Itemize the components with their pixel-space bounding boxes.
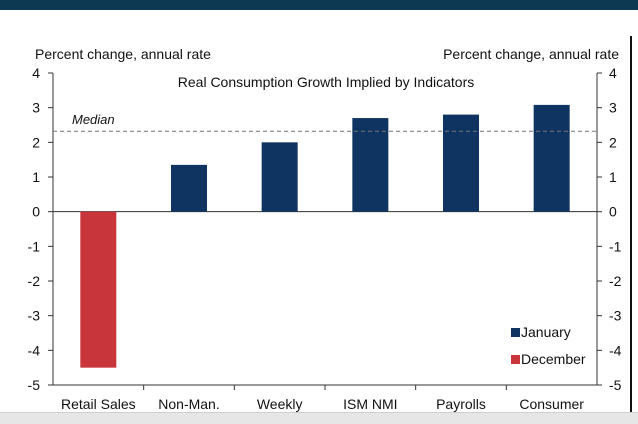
consumption-bar-chart: Percent change, annual rate Percent chan…: [28, 46, 622, 412]
bar-december: [80, 211, 117, 368]
left-tick-label: -4: [28, 342, 41, 358]
left-axis-title: Percent change, annual rate: [35, 46, 211, 62]
right-tick-label: 1: [609, 169, 617, 185]
left-tick-label: -3: [28, 308, 41, 324]
chart-legend: January December: [511, 324, 586, 367]
category-label: Payrolls: [436, 396, 486, 412]
median-label: Median: [72, 112, 115, 127]
right-tick-label: -4: [609, 342, 622, 358]
right-tick-label: -5: [609, 377, 622, 393]
right-tick-label: 4: [609, 65, 617, 81]
right-tick-label: -3: [609, 308, 622, 324]
category-label: Consumer: [519, 396, 584, 412]
right-tick-label: 3: [609, 100, 617, 116]
left-tick-label: 1: [32, 169, 40, 185]
bar-january: [171, 164, 207, 212]
legend-label-january: January: [521, 324, 571, 340]
legend-swatch-january: [511, 328, 520, 337]
left-tick-label: -5: [28, 377, 41, 393]
bar-january: [352, 118, 389, 212]
right-tick-label: 0: [609, 204, 617, 220]
legend-swatch-december: [511, 355, 520, 364]
bottom-bar: [0, 412, 638, 424]
left-tick-label: 2: [32, 134, 40, 150]
category-label: ISM NMI: [343, 396, 397, 412]
right-tick-label: -1: [609, 238, 622, 254]
left-tick-label: -1: [28, 238, 41, 254]
right-tick-label: -2: [609, 273, 622, 289]
plot-area: -5 -5 -4 -4 -3 -3 -2 -2 -1 -1 0 0 1 1 2 2 3 3 4 4 Retail Sal…: [28, 65, 622, 412]
bar-january: [261, 142, 298, 212]
legend-label-december: December: [521, 351, 586, 367]
bar-january: [533, 104, 570, 212]
chart-title: Real Consumption Growth Implied by Indic…: [178, 74, 474, 90]
category-label: Retail Sales: [61, 396, 136, 412]
category-label: Non-Man.: [158, 396, 219, 412]
left-tick-label: 0: [32, 204, 40, 220]
bar-january: [443, 114, 479, 212]
left-tick-label: -2: [28, 273, 41, 289]
frame-border: [630, 36, 632, 414]
left-tick-label: 4: [32, 65, 40, 81]
right-axis-title: Percent change, annual rate: [443, 46, 619, 62]
right-tick-label: 2: [609, 134, 617, 150]
category-label: Weekly: [257, 396, 303, 412]
left-tick-label: 3: [32, 100, 40, 116]
header-bar: [0, 0, 638, 10]
